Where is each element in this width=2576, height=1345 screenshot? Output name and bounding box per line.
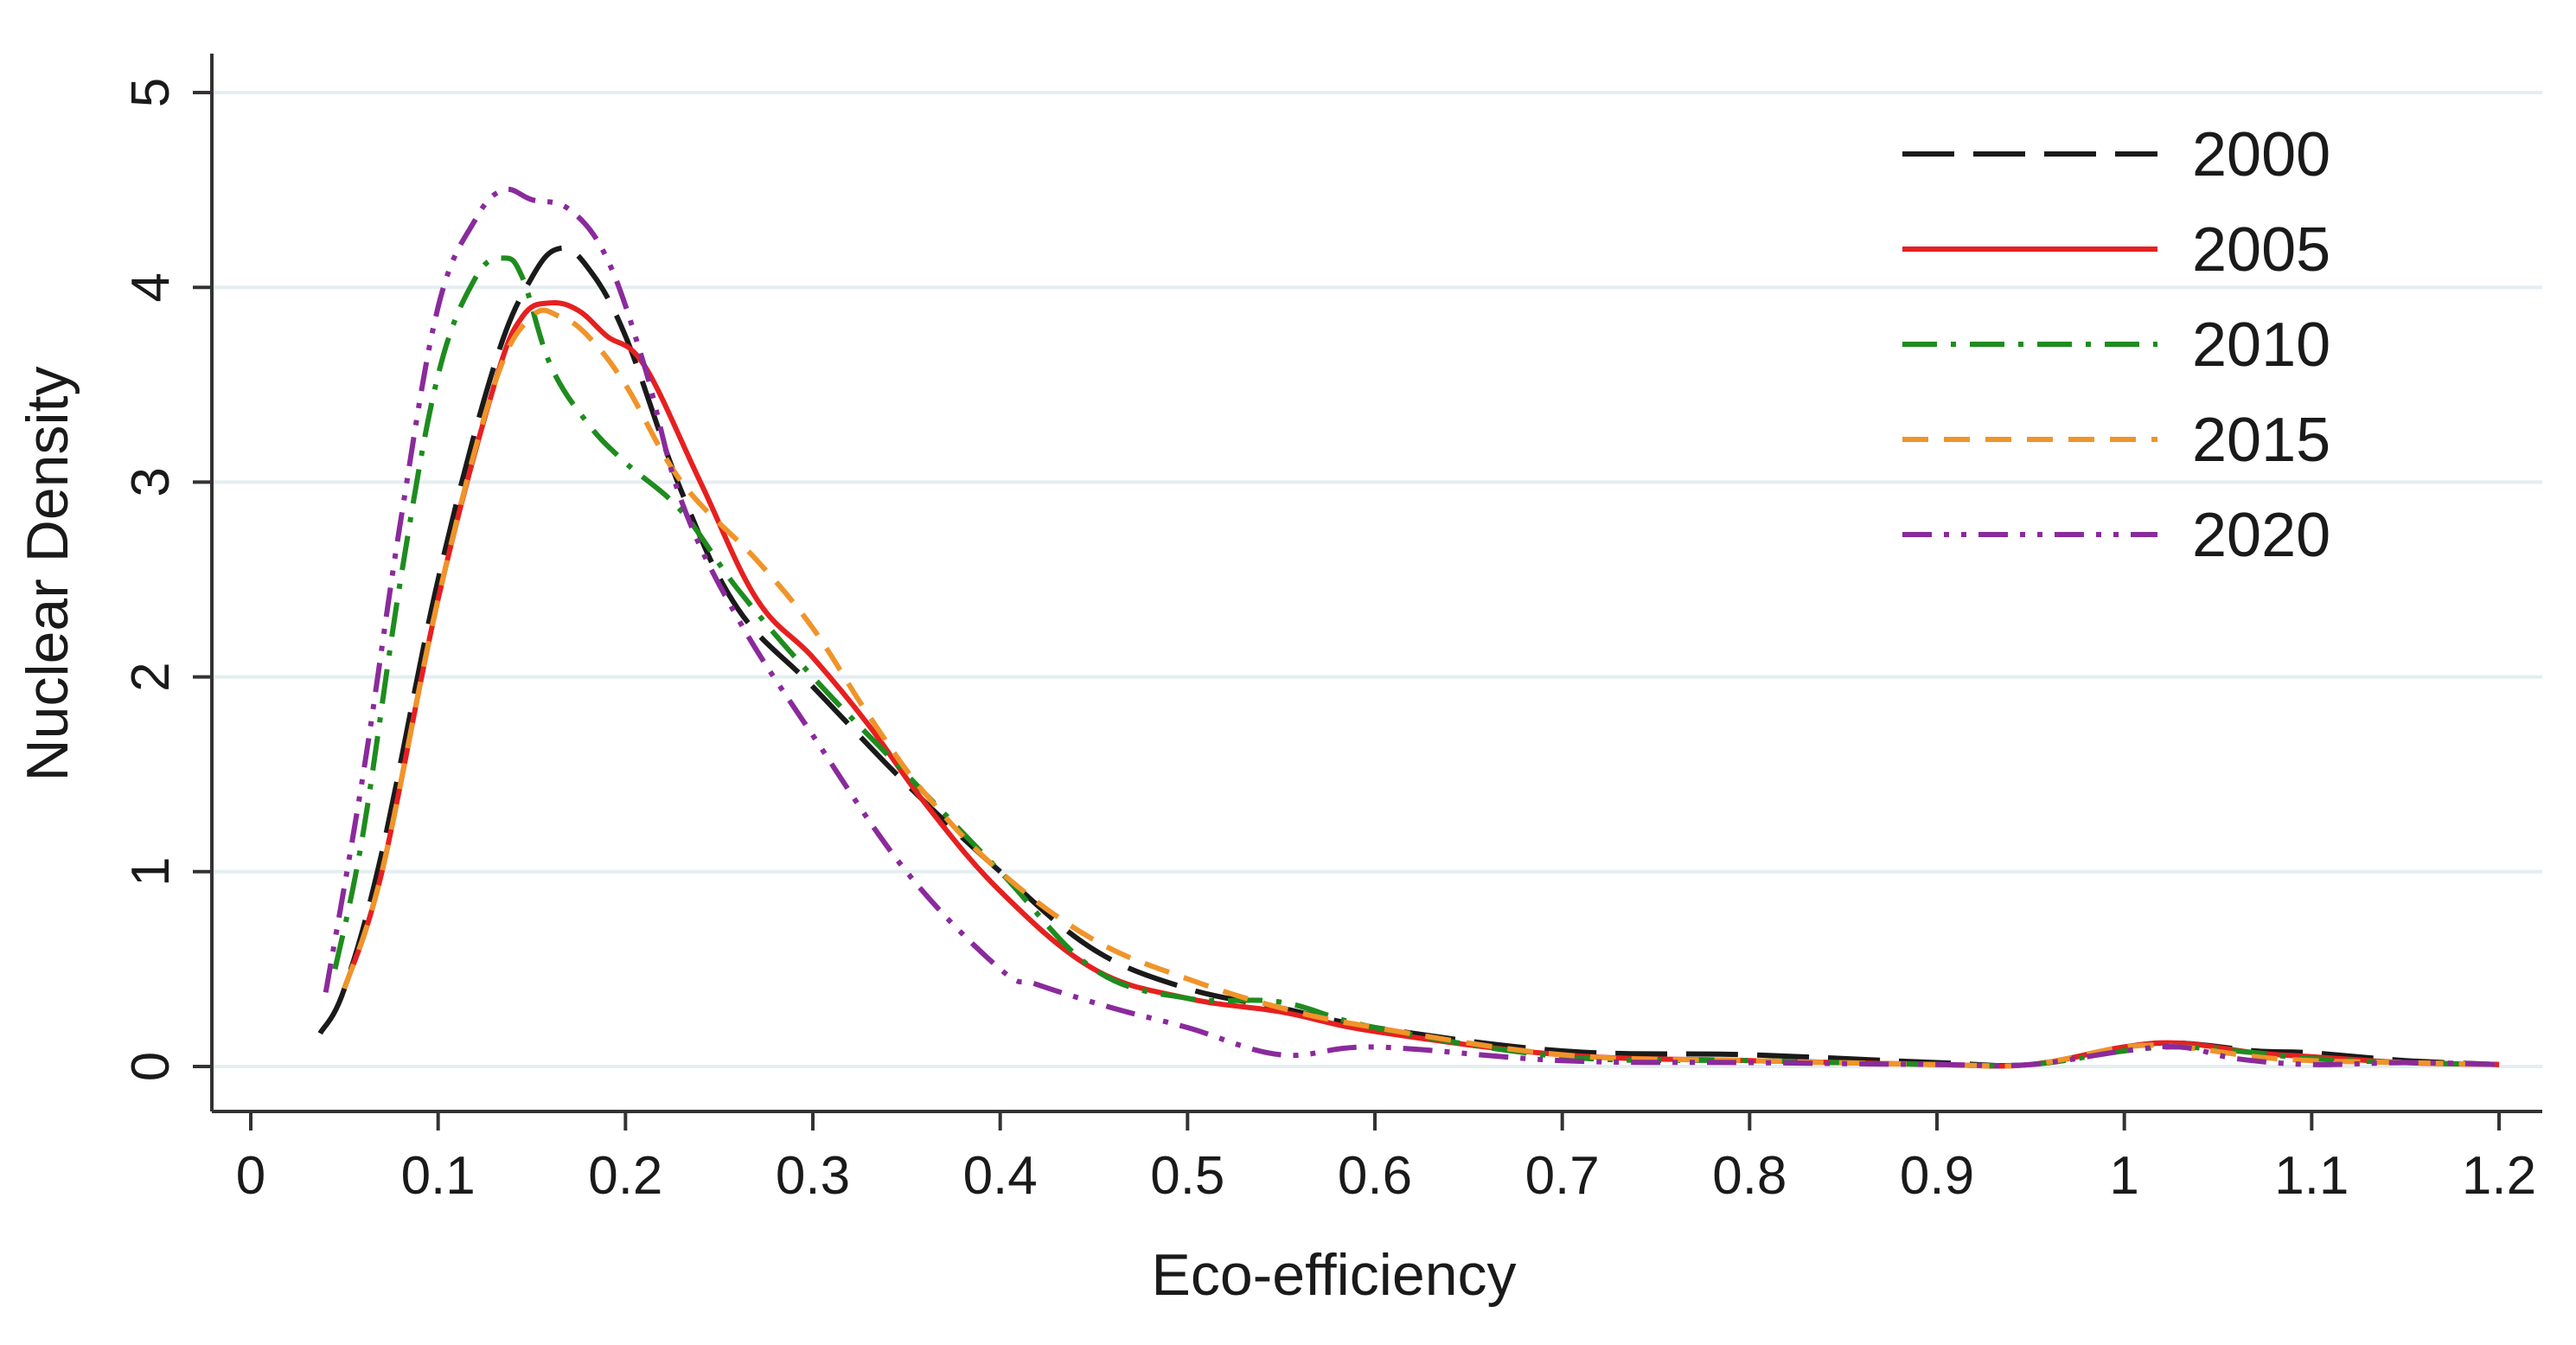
series-lines	[317, 186, 2500, 1069]
legend-label-2005: 2005	[2192, 215, 2330, 285]
x-axis-title: Eco-efficiency	[1151, 1242, 1516, 1308]
x-tick-label: 1.1	[2274, 1146, 2349, 1206]
legend: 2000 2005 2010 2015 2020	[1902, 120, 2330, 570]
y-tick-label: 2	[121, 662, 181, 691]
x-tick-label: 0.8	[1712, 1146, 1787, 1206]
series-line-2015	[342, 307, 2500, 1069]
legend-label-2000: 2000	[2192, 120, 2330, 189]
x-tick-label: 0.5	[1150, 1146, 1224, 1206]
x-tick-label: 0.4	[963, 1146, 1038, 1206]
x-tick-label: 0.2	[588, 1146, 662, 1206]
y-tick-label: 4	[121, 272, 181, 302]
series-line-2010	[332, 255, 2500, 1069]
y-tick-label: 3	[121, 467, 181, 496]
x-tick-label: 0.9	[1900, 1146, 1974, 1206]
legend-label-2010: 2010	[2192, 311, 2330, 380]
axes: 0 1 2 3 4 5 0 0.1 0.2 0.3 0.4 0.5 0.6 0.7 0.8 0.9 1 1.1 1.…	[121, 54, 2542, 1206]
x-tick-label: 0.1	[401, 1146, 476, 1206]
legend-label-2015: 2015	[2192, 406, 2330, 475]
y-axis-title: Nuclear Density	[15, 367, 80, 782]
legend-label-2020: 2020	[2192, 501, 2330, 570]
y-tick-label: 5	[121, 78, 181, 107]
x-tick-label: 0.6	[1338, 1146, 1412, 1206]
x-tick-label: 1.2	[2462, 1146, 2536, 1206]
x-tick-label: 0	[236, 1146, 265, 1206]
series-line-2020	[323, 186, 2500, 1069]
y-tick-label: 0	[121, 1052, 181, 1081]
x-tick-label: 1	[2109, 1146, 2138, 1206]
x-tick-label: 0.3	[776, 1146, 850, 1206]
y-tick-label: 1	[121, 857, 181, 887]
x-tick-label: 0.7	[1525, 1146, 1600, 1206]
series-line-2005	[342, 299, 2500, 1069]
